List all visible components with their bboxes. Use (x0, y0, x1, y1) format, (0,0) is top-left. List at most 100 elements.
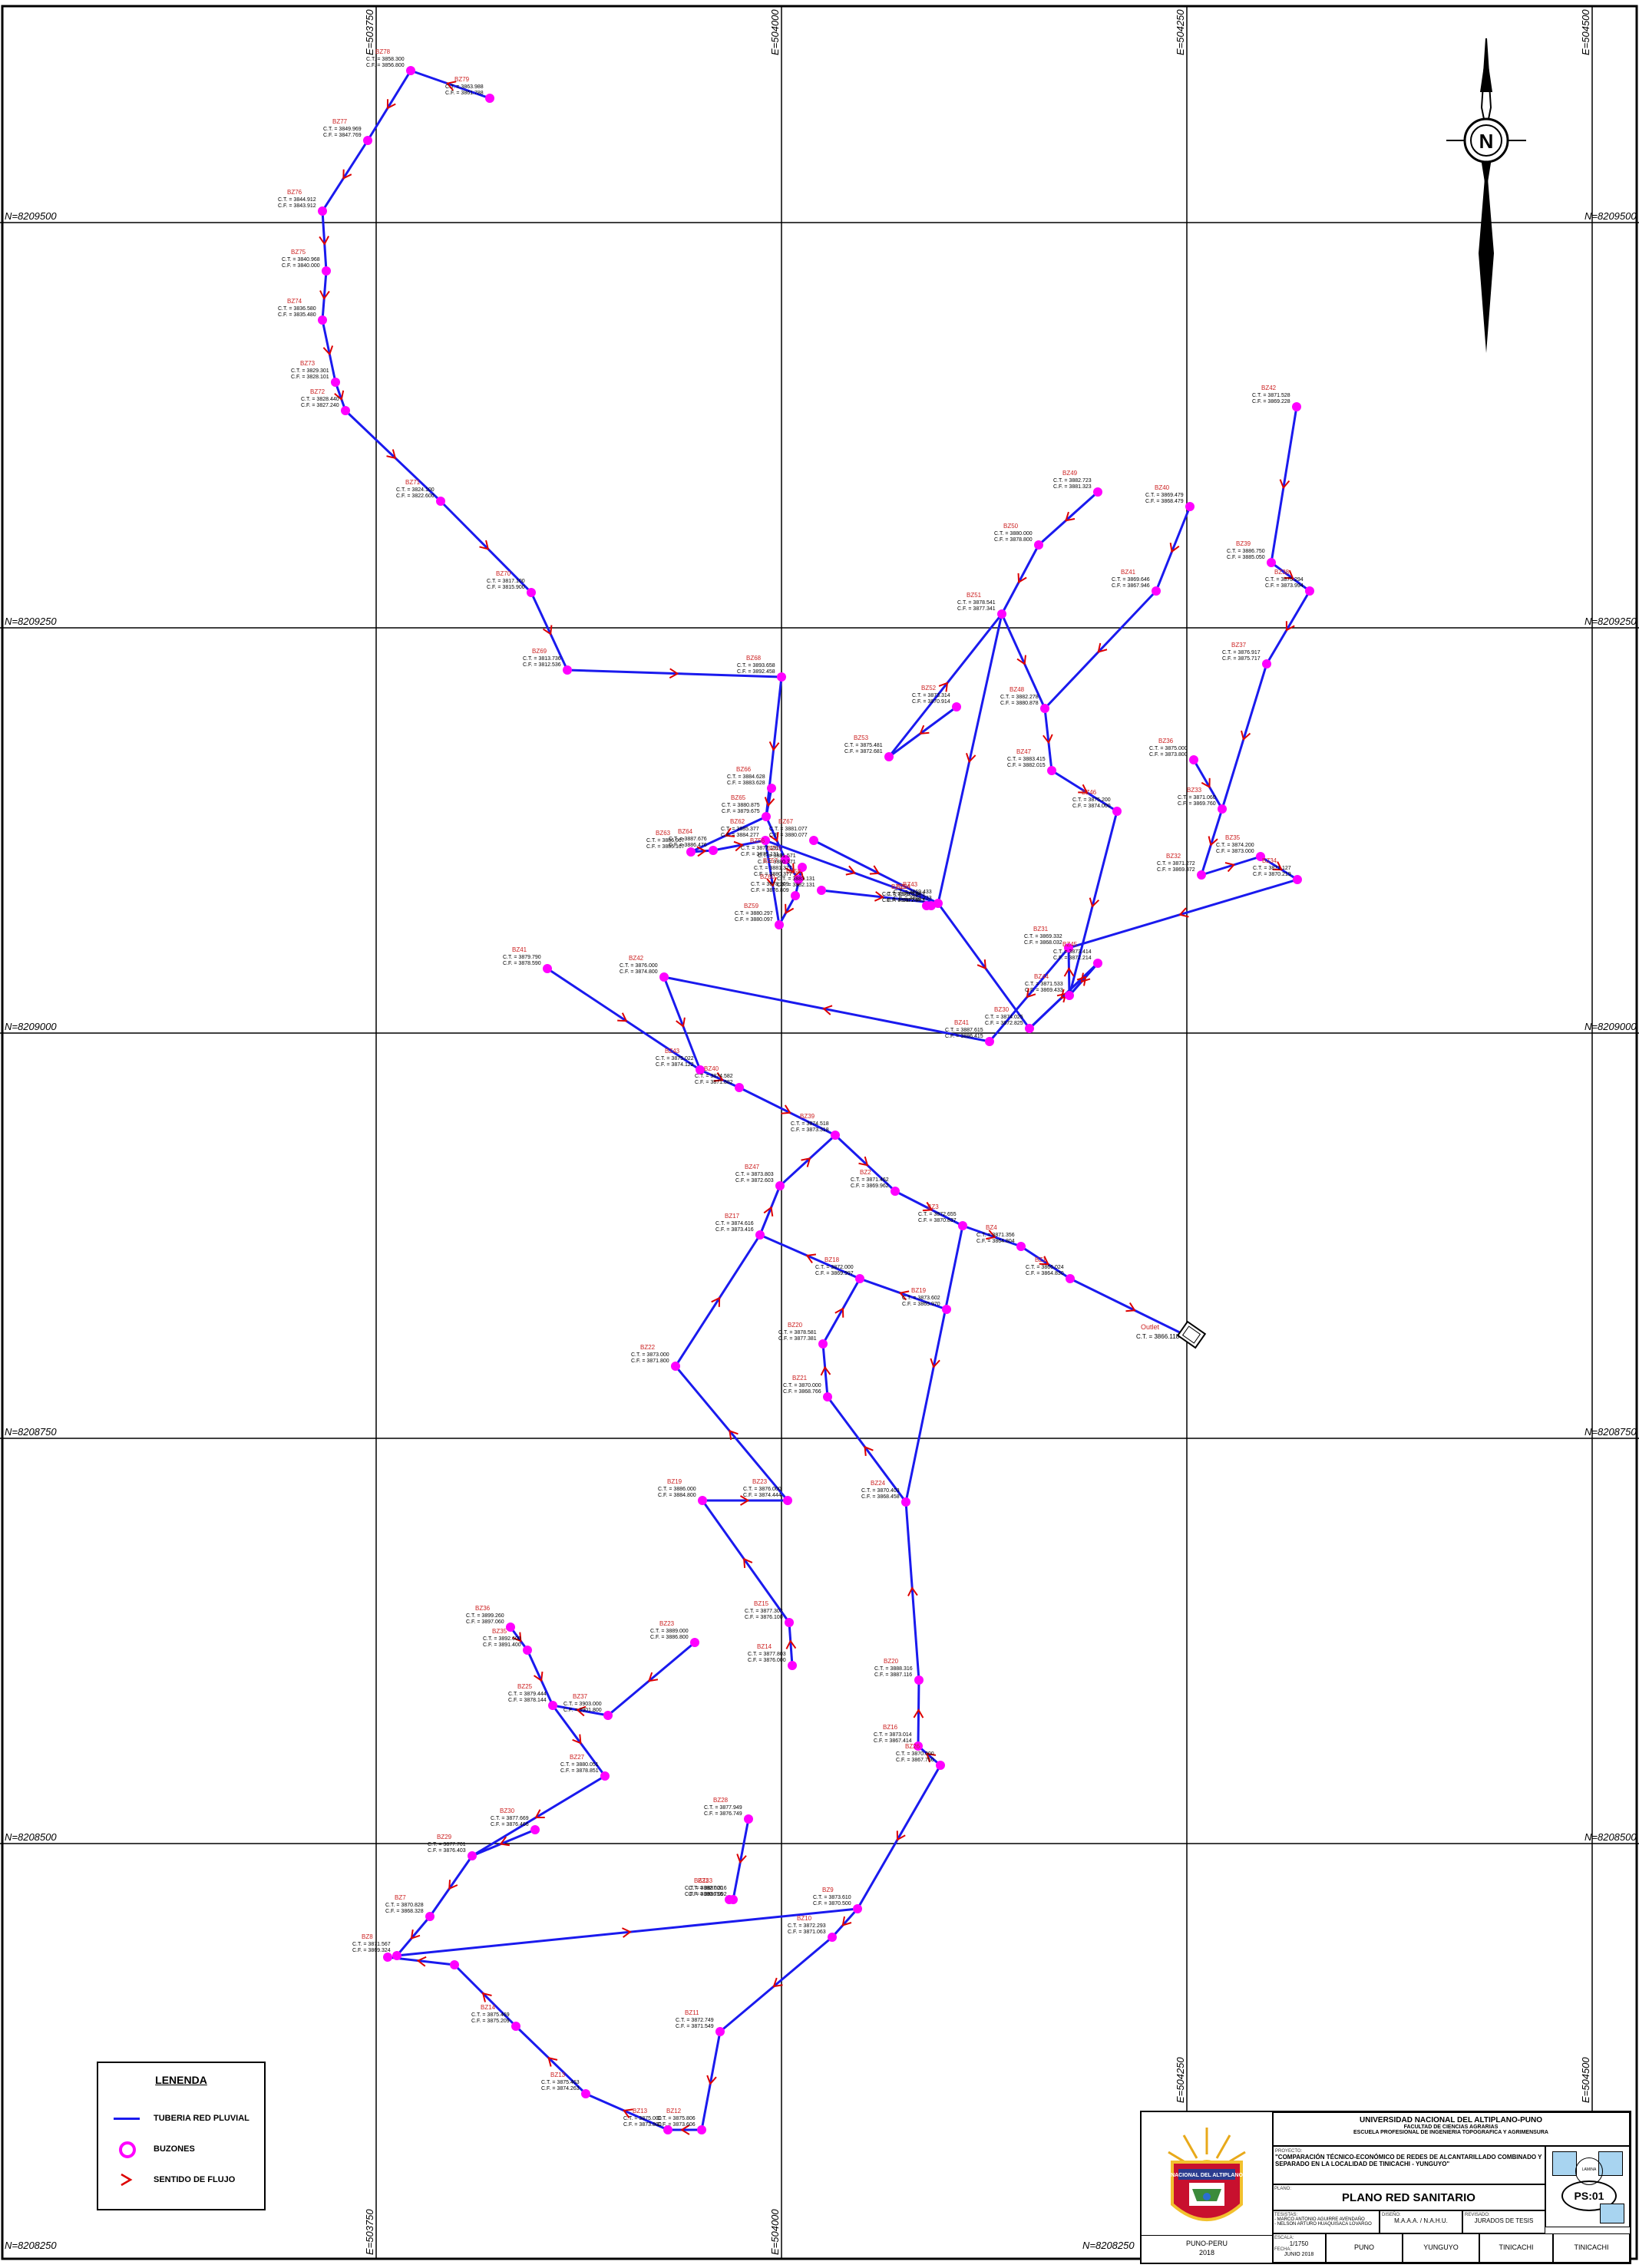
manhole-id: BZ39 (1236, 540, 1251, 547)
manhole-id: BZ23 (752, 1478, 768, 1485)
manhole-cf: C.F. = 3897.060 (466, 1619, 504, 1625)
manhole-ct: C.T. = 3870.000 (783, 1383, 821, 1388)
manhole-id: BZ8 (362, 1933, 373, 1940)
manhole-cf: C.F. = 3864.804 (976, 1239, 1015, 1244)
manhole-ct: C.T. = 3877.669 (491, 1816, 529, 1821)
pipe-segment (690, 815, 767, 853)
manhole (436, 497, 445, 506)
manhole (318, 206, 327, 216)
manhole-id: BZ36 (475, 1605, 491, 1612)
pipe-segment (1037, 490, 1099, 546)
pipe-segment (917, 1745, 941, 1767)
manhole-ct: C.T. = 3893.658 (737, 663, 775, 669)
manhole-ct: C.T. = 3844.912 (278, 197, 316, 203)
manhole-ct: C.T. = 3873.803 (735, 1172, 774, 1177)
manhole-id: BZ70 (496, 570, 511, 577)
manhole-cf: C.F. = 3880.077 (769, 833, 808, 838)
manhole-ct: C.T. = 3874.200 (1216, 843, 1254, 848)
manhole-ct: C.T. = 3882.000 (685, 1886, 723, 1891)
proyecto-label: PROYECTO: (1275, 2149, 1303, 2154)
manhole (1112, 807, 1122, 816)
manhole-id: BZ45 (1062, 941, 1078, 948)
manhole-cf: C.F. = 3847.769 (323, 133, 362, 138)
manhole-cf: C.F. = 3884.800 (658, 1493, 696, 1498)
manhole-cf: C.F. = 3885.050 (1227, 555, 1265, 560)
university-name: UNIVERSIDAD NACIONAL DEL ALTIPLANO-PUNO (1360, 2116, 1542, 2124)
manhole (603, 1711, 613, 1720)
manhole (659, 972, 669, 982)
flow-arrow (1125, 1302, 1136, 1312)
manhole-cf: C.F. = 3874.122 (656, 1062, 694, 1068)
manhole-cf: C.F. = 3871.882 (695, 1080, 733, 1085)
pipe-segment (396, 1907, 858, 1957)
flow-arrow (766, 876, 777, 887)
manhole (506, 1623, 515, 1632)
manhole-cf: C.F. = 3873.000 (1216, 849, 1254, 854)
manhole-cf: C.F. = 3873.416 (715, 1227, 754, 1233)
manhole-cf: C.F. = 3874.000 (1072, 804, 1111, 809)
manhole-id: BZ19 (667, 1478, 682, 1485)
manhole-id: BZ27 (570, 1754, 585, 1761)
pipe-segment (788, 1622, 794, 1666)
manhole (794, 875, 803, 884)
manhole-ct: C.T. = 3878.209 (751, 882, 789, 887)
manhole-id: BZ38 (1274, 569, 1290, 576)
manhole-cf: C.F. = 3901.800 (563, 1708, 602, 1713)
manhole-cf: C.F. = 3880.371 (758, 860, 796, 865)
manhole-id: BZ42 (629, 955, 644, 962)
manhole-id: BZ47 (745, 1164, 760, 1170)
flow-arrow (729, 1429, 739, 1441)
manhole (485, 94, 494, 103)
manhole (383, 1953, 392, 1962)
manhole-cf: C.F. = 3828.101 (291, 375, 329, 380)
manhole-cf: C.F. = 3880.878 (1000, 701, 1039, 706)
flow-arrow (512, 1632, 522, 1642)
flow-arrow (319, 290, 330, 300)
manhole-ct: C.T. = 3870.000 (896, 1751, 934, 1757)
escala-cell: ESCALA: 1/1750 FECHA: JUNIO 2018 (1272, 2233, 1326, 2263)
plan-title: PLANO RED SANITARIO (1342, 2191, 1475, 2204)
manhole-cf: C.F. = 3892.458 (737, 669, 775, 675)
flow-arrow (1241, 730, 1251, 741)
pipe-segment (988, 947, 1070, 1042)
revisado-value: JURADOS DE TESIS (1474, 2217, 1534, 2224)
manhole-id: BZ47 (1016, 748, 1032, 755)
manhole-cf: C.F. = 3876.749 (704, 1811, 742, 1817)
manhole-cf: C.F. = 3876.466 (491, 1822, 529, 1827)
manhole-cf: C.F. = 3878.244 (882, 898, 920, 903)
manhole-cf: C.F. = 3876.403 (428, 1848, 466, 1854)
pipe-segment (764, 840, 781, 926)
pipe-segment (699, 1068, 740, 1089)
manhole (715, 2027, 725, 2036)
pipe-segment (821, 1343, 829, 1398)
manhole-ct: C.T. = 3840.968 (282, 257, 320, 262)
manhole-ct: C.T. = 3881.377 (754, 866, 792, 871)
pipe-segment (1043, 708, 1053, 771)
manhole-ct: C.T. = 3874.582 (695, 1074, 733, 1079)
manhole-id: BZ41 (954, 1019, 970, 1026)
manhole-ct: C.T. = 3875.200 (1072, 797, 1111, 803)
flow-arrow (913, 1708, 924, 1718)
pipe-segment (471, 1774, 606, 1857)
flow-arrow (1089, 897, 1100, 908)
manhole (1064, 943, 1073, 952)
manhole-ct: C.T. = 3836.580 (278, 306, 316, 312)
manhole-cf: C.F. = 3882.015 (1007, 763, 1046, 768)
flow-arrow (542, 625, 553, 636)
manhole-id: BZ32 (1166, 853, 1181, 860)
manhole-id: BZ58 (786, 868, 801, 875)
flow-arrow (768, 741, 780, 751)
manhole-id: BZ50 (1003, 523, 1019, 530)
grid-label-n-8208250-bottom: N=8208250 (1082, 2240, 1135, 2251)
pipe-segment (674, 1234, 762, 1367)
manhole-id: BZ41 (512, 946, 527, 953)
manhole-id: BZ51 (967, 592, 982, 599)
manhole-cf: C.F. = 3882.131 (777, 883, 815, 888)
manhole (1293, 875, 1302, 884)
manhole (767, 784, 776, 793)
logo-caption: PUNO-PERU 2018 (1142, 2235, 1272, 2263)
manhole-id: BZ1 (1035, 1256, 1046, 1263)
manhole (783, 1496, 792, 1505)
manhole-id: BZ37 (1231, 642, 1247, 649)
flow-arrow (772, 1977, 783, 1988)
